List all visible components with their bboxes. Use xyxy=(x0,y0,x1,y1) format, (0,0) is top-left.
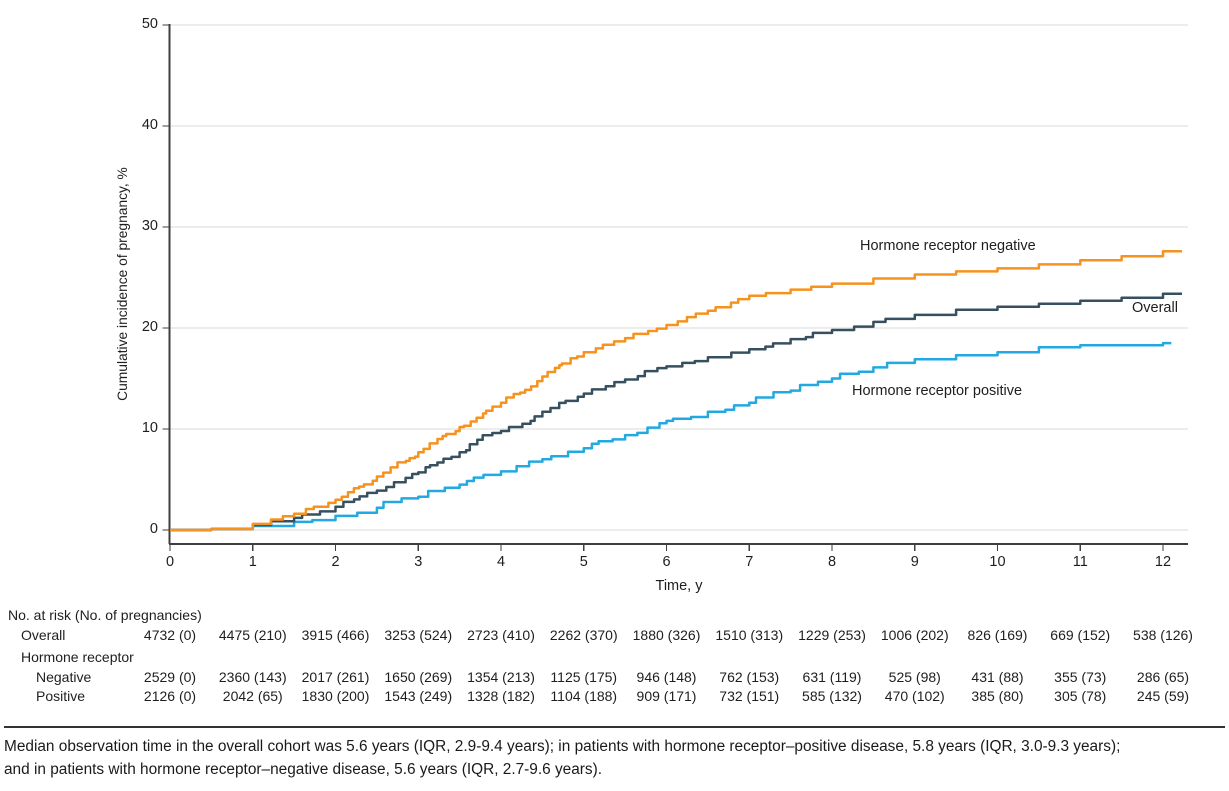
risk-cell: 286 (65) xyxy=(1136,669,1190,685)
x-tick-label: 12 xyxy=(1154,554,1172,570)
risk-cell: 909 (171) xyxy=(636,688,697,704)
risk-table-title: No. at risk (No. of pregnancies) xyxy=(8,607,202,623)
caption-line: Median observation time in the overall c… xyxy=(4,738,1121,755)
y-tick-label: 30 xyxy=(141,218,158,234)
risk-cell: 631 (119) xyxy=(802,669,862,685)
curve-hormone-receptor-negative xyxy=(170,249,1182,532)
risk-row-overall-label: Overall xyxy=(21,627,66,643)
x-tick-label: 10 xyxy=(989,554,1006,570)
risk-cell: 826 (169) xyxy=(967,627,1028,643)
risk-cell: 431 (88) xyxy=(971,669,1024,685)
x-tick-label: 1 xyxy=(248,554,257,570)
risk-cell: 1543 (249) xyxy=(384,688,453,704)
risk-row-negative-label: Negative xyxy=(36,669,92,685)
x-tick-label: 5 xyxy=(579,554,588,570)
y-tick-label: 20 xyxy=(141,319,158,335)
risk-cell: 762 (153) xyxy=(719,669,780,685)
risk-cell: 1830 (200) xyxy=(301,688,370,704)
risk-cell: 1104 (188) xyxy=(550,688,618,704)
figure-caption: Median observation time in the overall c… xyxy=(4,736,1226,781)
y-tick-label: 0 xyxy=(149,521,158,537)
caption-divider xyxy=(4,726,1225,728)
risk-cell: 585 (132) xyxy=(802,688,862,704)
risk-cell: 3915 (466) xyxy=(301,627,370,643)
risk-cell: 2017 (261) xyxy=(301,669,370,685)
risk-cell: 1354 (213) xyxy=(467,669,535,685)
x-tick-label: 6 xyxy=(662,554,671,570)
x-tick-label: 4 xyxy=(496,554,506,570)
x-tick-label: 0 xyxy=(165,554,175,570)
risk-cell: 732 (151) xyxy=(719,688,780,704)
x-tick-label: 9 xyxy=(910,554,919,570)
risk-cell: 2262 (370) xyxy=(549,627,618,643)
risk-cell: 355 (73) xyxy=(1054,669,1107,685)
x-tick-label: 3 xyxy=(414,554,423,570)
risk-cell: 305 (78) xyxy=(1054,688,1107,704)
x-tick-label: 7 xyxy=(745,554,754,570)
risk-cell: 538 (126) xyxy=(1133,627,1193,643)
curve-hormone-receptor-positive xyxy=(170,341,1172,532)
risk-group-label: Hormone receptor xyxy=(21,649,134,665)
y-axis-label: Cumulative incidence of pregnancy, % xyxy=(115,167,130,401)
risk-cell: 1229 (253) xyxy=(798,627,866,643)
risk-cell: 470 (102) xyxy=(884,688,945,704)
risk-cell: 2723 (410) xyxy=(467,627,535,643)
curve-overall xyxy=(170,292,1182,532)
risk-cell: 525 (98) xyxy=(888,669,941,685)
curve-label-hormone-receptor-positive: Hormone receptor positive xyxy=(852,383,1023,399)
risk-cell: 1125 (175) xyxy=(550,669,618,685)
x-axis-label: Time, y xyxy=(655,578,703,594)
x-tick-label: 11 xyxy=(1072,554,1088,570)
risk-cell: 669 (152) xyxy=(1050,627,1111,643)
risk-cell: 385 (80) xyxy=(971,688,1024,704)
curve-label-hormone-receptor-negative: Hormone receptor negative xyxy=(860,238,1036,254)
risk-cell: 1328 (182) xyxy=(467,688,535,704)
risk-cell: 1880 (326) xyxy=(632,627,701,643)
risk-cell: 4475 (210) xyxy=(218,627,287,643)
risk-cell: 2042 (65) xyxy=(222,688,283,704)
risk-cell: 2360 (143) xyxy=(218,669,287,685)
risk-cell: 4732 (0) xyxy=(143,627,197,643)
risk-row-positive-label: Positive xyxy=(36,688,86,704)
cumulative-incidence-chart xyxy=(162,24,1188,551)
y-tick-label: 50 xyxy=(141,16,158,32)
risk-cell: 2126 (0) xyxy=(143,688,197,704)
x-tick-label: 8 xyxy=(827,554,837,570)
risk-cell: 3253 (524) xyxy=(384,627,453,643)
risk-cell: 1650 (269) xyxy=(384,669,453,685)
x-tick-label: 2 xyxy=(331,554,340,570)
risk-cell: 2529 (0) xyxy=(143,669,197,685)
risk-cell: 946 (148) xyxy=(636,669,697,685)
risk-cell: 1006 (202) xyxy=(880,627,949,643)
risk-cell: 245 (59) xyxy=(1136,688,1190,704)
caption-line: and in patients with hormone receptor–ne… xyxy=(4,760,602,778)
y-tick-label: 40 xyxy=(141,117,158,133)
y-tick-label: 10 xyxy=(141,420,158,436)
curve-label-overall: Overall xyxy=(1132,300,1178,316)
risk-cell: 1510 (313) xyxy=(715,627,784,643)
